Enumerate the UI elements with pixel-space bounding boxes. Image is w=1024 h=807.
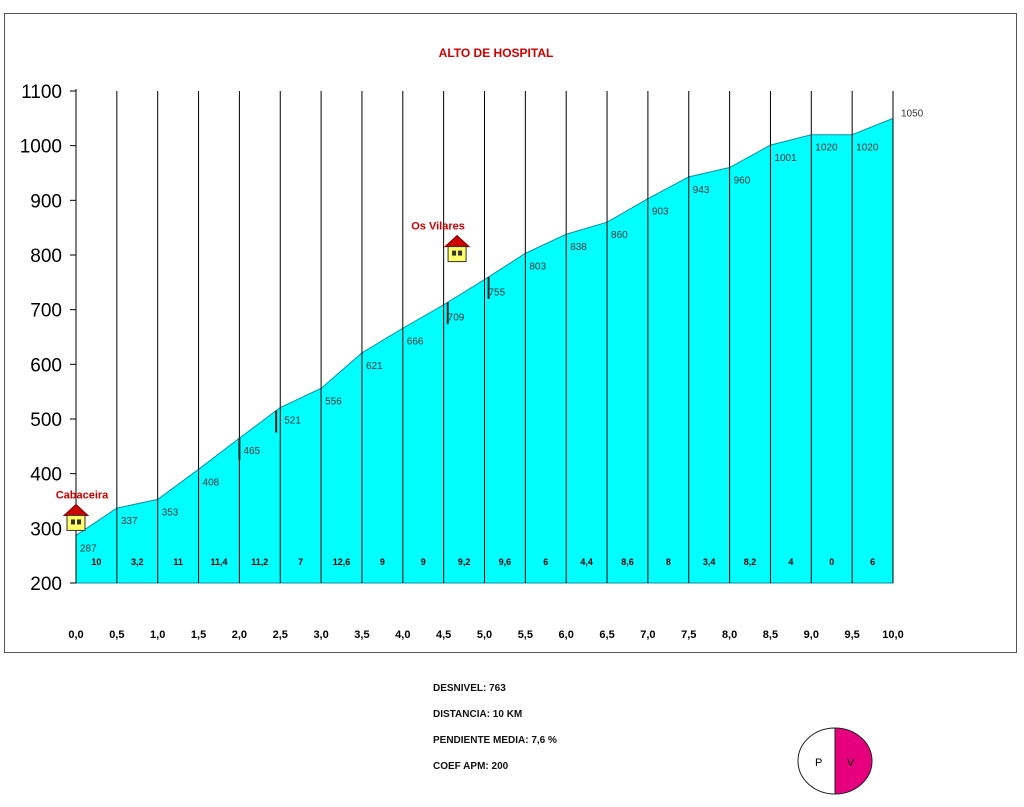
y-tick-label: 200 [30,574,62,595]
segment-gradient-label: 3,4 [703,557,716,567]
y-tick-label: 400 [30,465,62,486]
x-tick-label: 9,5 [845,629,860,641]
segment-gradient-label: 9 [380,557,385,567]
point-label: 960 [734,176,751,187]
segment-gradient-label: 9,2 [458,557,471,567]
stat-desnivel: DESNIVEL: 763 [433,683,506,694]
segment-gradient-label: 0 [829,557,834,567]
x-tick-label: 7,0 [640,629,655,641]
x-tick-label: 5,5 [518,629,533,641]
point-label: 337 [121,516,138,527]
house-roof-icon [443,234,471,248]
segment-gradient-label: 9,6 [499,557,512,567]
point-label: 353 [162,507,179,518]
segment-gradient-label: 8,6 [621,557,634,567]
point-label: 556 [325,396,342,407]
x-tick-label: 7,5 [681,629,696,641]
point-label: 465 [243,446,260,457]
segment-gradient-label: 6 [870,557,875,567]
point-label: 903 [652,207,669,218]
x-tick-label: 2,5 [273,629,288,641]
pv-right-half [834,727,873,795]
place-label: Cabaceira [56,489,109,501]
x-tick-label: 6,5 [599,629,614,641]
point-label: 1020 [815,143,838,154]
y-tick-label: 800 [30,246,62,267]
segment-gradient-label: 9 [421,557,426,567]
house-body-icon [447,246,467,263]
y-tick-label: 300 [30,519,62,540]
point-label: 1020 [856,143,879,154]
segment-gradient-label: 11 [173,557,183,567]
segment-gradient-label: 6 [543,557,548,567]
point-label: 803 [529,261,546,272]
x-tick-label: 5,0 [477,629,492,641]
x-tick-label: 6,0 [559,629,574,641]
chart-title: ALTO DE HOSPITAL [439,46,554,60]
stat-distancia: DISTANCIA: 10 KM [433,709,523,720]
point-label: 838 [570,242,587,253]
segment-gradient-label: 8,2 [744,557,757,567]
point-label: 860 [611,230,628,241]
segment-gradient-label: 12,6 [333,557,351,567]
point-label: 521 [284,416,301,427]
y-tick-label: 500 [30,410,62,431]
y-tick-label: 600 [30,355,62,376]
house-window-icon [452,250,457,256]
stat-coef: COEF APM: 200 [433,761,509,772]
point-label: 1001 [774,153,797,164]
stat-pendiente: PENDIENTE MEDIA: 7,6 % [433,735,557,746]
x-tick-label: 4,0 [395,629,410,641]
segment-gradient-label: 11,4 [210,557,227,567]
pv-badge: P V [797,727,873,795]
x-tick-label: 8,0 [722,629,737,641]
x-tick-label: 1,0 [150,629,165,641]
x-tick-label: 8,5 [763,629,778,641]
point-label: 709 [448,313,465,324]
pv-left-half [797,727,836,795]
house-roof-icon [62,503,90,516]
x-tick-label: 10,0 [882,629,903,641]
segment-gradient-label: 8 [666,557,671,567]
x-tick-label: 9,0 [804,629,819,641]
point-label: 408 [203,477,220,488]
segment-gradient-label: 11,2 [251,557,268,567]
segment-gradient-label: 3,2 [131,557,144,567]
y-tick-label: 1000 [20,137,62,158]
house-window-icon [71,519,75,525]
x-tick-label: 1,5 [191,629,206,641]
house-body-icon [66,514,86,531]
point-label: 666 [407,336,424,347]
x-tick-label: 2,0 [232,629,247,641]
x-tick-label: 3,0 [313,629,328,641]
segment-gradient-label: 4,4 [580,557,593,567]
point-label: 755 [489,288,506,299]
house-window-icon [458,250,463,256]
house-window-icon [77,519,81,525]
place-label: Os Vilares [411,221,465,233]
point-label: 1050 [901,108,924,119]
x-tick-label: 0,5 [109,629,124,641]
point-label: 287 [80,543,97,554]
x-tick-label: 0,0 [68,629,83,641]
segment-gradient-label: 10 [91,557,101,567]
point-label: 943 [693,185,710,196]
point-label: 621 [366,361,383,372]
segment-gradient-label: 7 [298,557,303,567]
pv-left-label: P [815,757,822,769]
x-tick-label: 4,5 [436,629,451,641]
y-tick-label: 900 [30,191,62,212]
x-tick-label: 3,5 [354,629,369,641]
y-tick-label: 1100 [21,82,62,103]
pv-right-label: V [847,757,855,769]
y-tick-label: 700 [30,301,62,322]
segment-gradient-label: 4 [788,557,793,567]
